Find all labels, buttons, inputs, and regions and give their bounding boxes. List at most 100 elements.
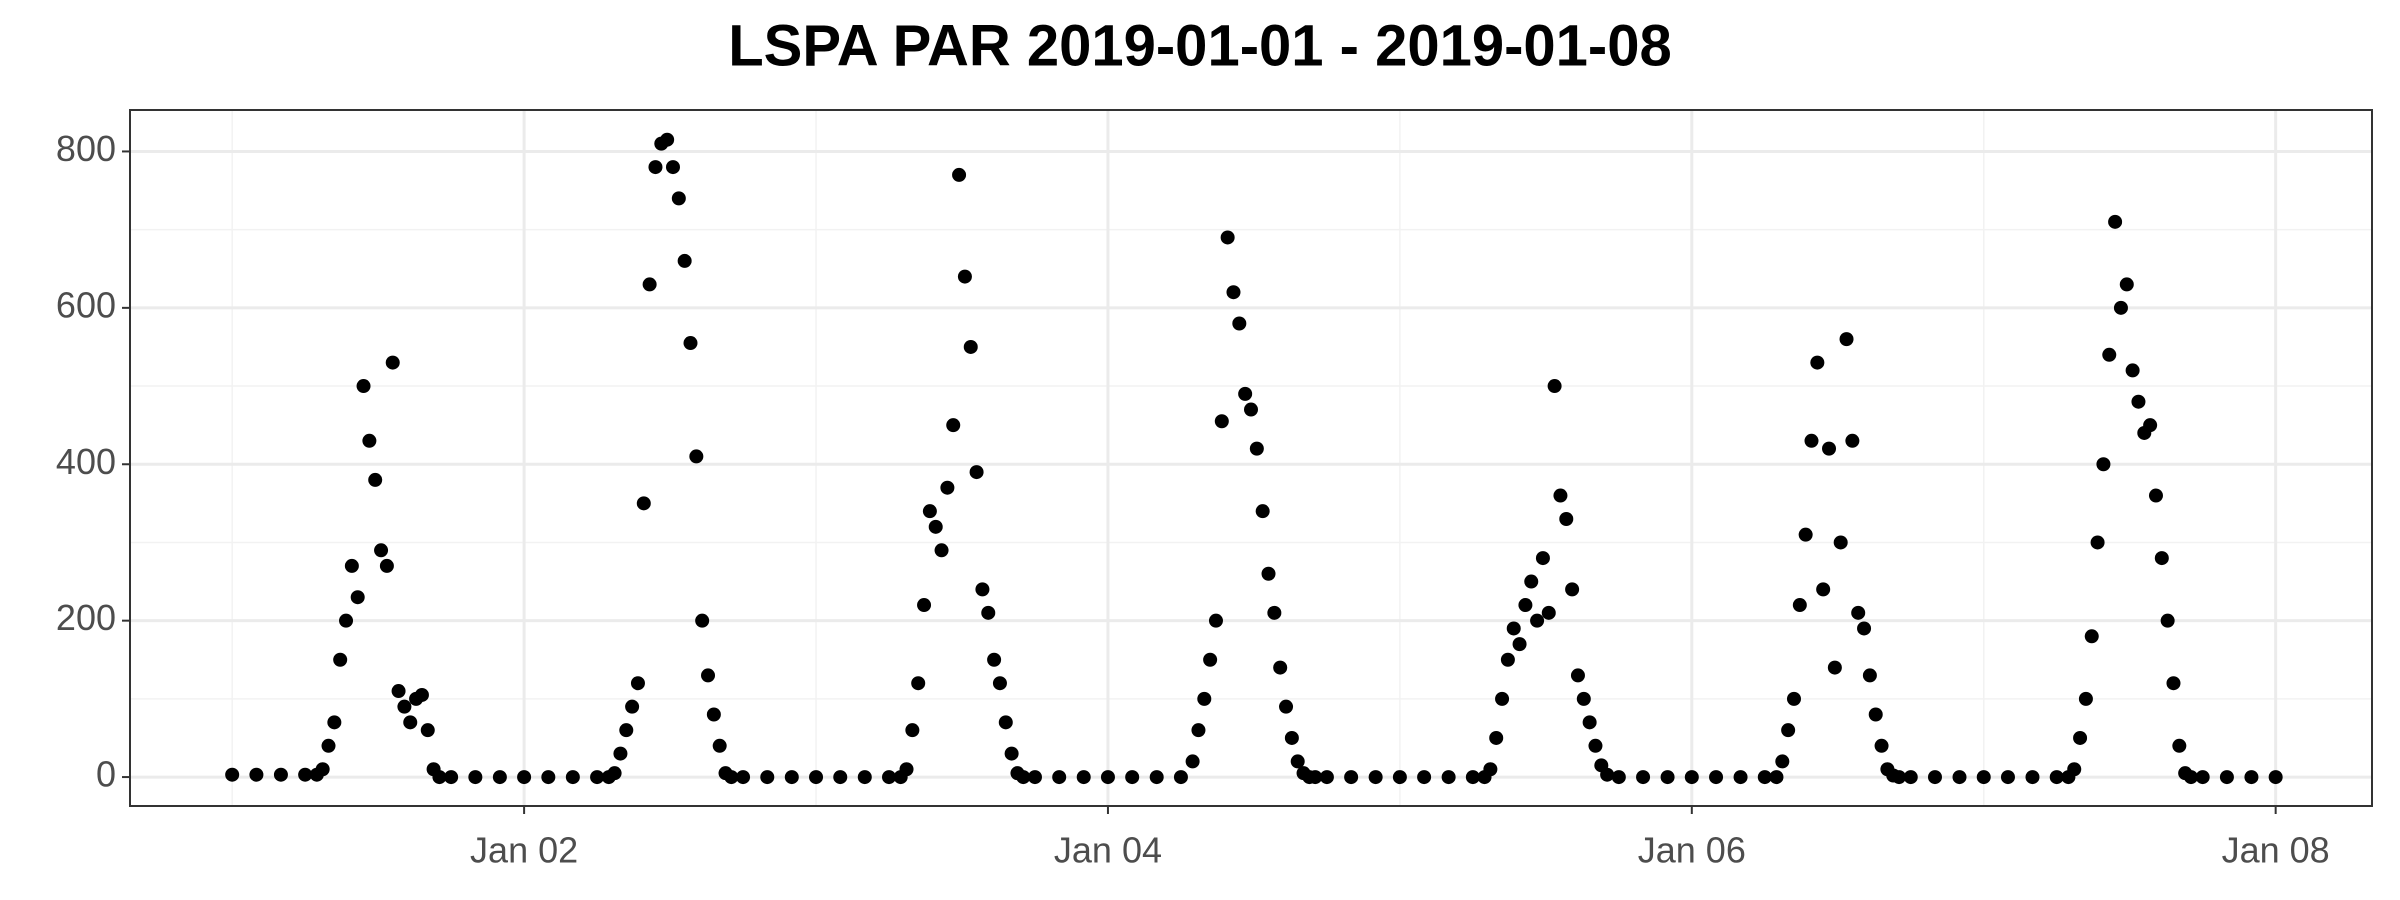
point (760, 770, 775, 785)
point (1903, 770, 1918, 785)
point (671, 191, 686, 206)
x-tick-label: Jan 06 (1638, 830, 1746, 871)
point (273, 767, 288, 782)
point (1845, 433, 1860, 448)
x-tick-label: Jan 04 (1054, 830, 1162, 871)
point (1547, 379, 1562, 394)
point (2160, 613, 2175, 628)
plot-border (129, 109, 2373, 807)
y-tick-label: 200 (56, 597, 116, 638)
point (350, 590, 365, 605)
point (1441, 770, 1456, 785)
point (630, 676, 645, 691)
point (613, 746, 628, 761)
point (444, 770, 459, 785)
point (809, 770, 824, 785)
point (403, 715, 418, 730)
point (724, 770, 739, 785)
point (975, 582, 990, 597)
point (911, 676, 926, 691)
point (2119, 277, 2134, 292)
point (1238, 386, 1253, 401)
point (590, 770, 605, 785)
point (541, 770, 556, 785)
point (952, 167, 967, 182)
point (1559, 511, 1574, 526)
point (1553, 488, 1568, 503)
point (1512, 637, 1527, 652)
point (1827, 660, 1842, 675)
point (1868, 707, 1883, 722)
point (492, 770, 507, 785)
point (432, 770, 447, 785)
point (784, 770, 799, 785)
point (1368, 770, 1383, 785)
y-tick-label: 800 (56, 128, 116, 169)
points (225, 132, 2283, 785)
point (1862, 668, 1877, 683)
point (1392, 770, 1407, 785)
point (2096, 457, 2111, 472)
point (992, 676, 1007, 691)
point (1483, 762, 1498, 777)
point (1489, 730, 1504, 745)
point (1798, 527, 1813, 542)
point (2113, 300, 2128, 315)
point (420, 723, 435, 738)
point (1535, 551, 1550, 566)
point (2025, 770, 2040, 785)
point (1100, 770, 1115, 785)
point (1611, 770, 1626, 785)
point (2125, 363, 2140, 378)
point (315, 762, 330, 777)
point (1786, 691, 1801, 706)
point (1319, 770, 1334, 785)
point (321, 738, 336, 753)
axes: 0 200 400 600 800 Jan 02 Jan 04 Jan 06 Jan 08 (56, 128, 2330, 871)
chart-title: LSPA PAR 2019-01-01 - 2019-01-08 (728, 13, 1672, 78)
x-tick-label: Jan 08 (2222, 830, 2330, 871)
point (1565, 582, 1580, 597)
point (1173, 770, 1188, 785)
point (2084, 629, 2099, 644)
point (1290, 754, 1305, 769)
point (391, 684, 406, 699)
point (1076, 770, 1091, 785)
point (565, 770, 580, 785)
point (1927, 770, 1942, 785)
y-tick-label: 0 (96, 754, 116, 795)
point (1524, 574, 1539, 589)
point (1214, 414, 1229, 429)
y-tick-label: 600 (56, 284, 116, 325)
point (1733, 770, 1748, 785)
point (1185, 754, 1200, 769)
point (1636, 770, 1651, 785)
point (374, 543, 389, 558)
point (1284, 730, 1299, 745)
point (1004, 746, 1019, 761)
point (339, 613, 354, 628)
point (385, 355, 400, 370)
point (2067, 762, 2082, 777)
point (946, 418, 961, 433)
point (1220, 230, 1235, 245)
point (928, 519, 943, 534)
point (1816, 582, 1831, 597)
point (607, 766, 622, 781)
point (625, 699, 640, 714)
point (468, 770, 483, 785)
point (1582, 715, 1597, 730)
point (1822, 441, 1837, 456)
point (1660, 770, 1675, 785)
point (2049, 770, 2064, 785)
point (957, 269, 972, 284)
point (2108, 214, 2123, 229)
point (1267, 605, 1282, 620)
point (2154, 551, 2169, 566)
point (636, 496, 651, 511)
point (1027, 770, 1042, 785)
point (1203, 652, 1218, 667)
point (695, 613, 710, 628)
